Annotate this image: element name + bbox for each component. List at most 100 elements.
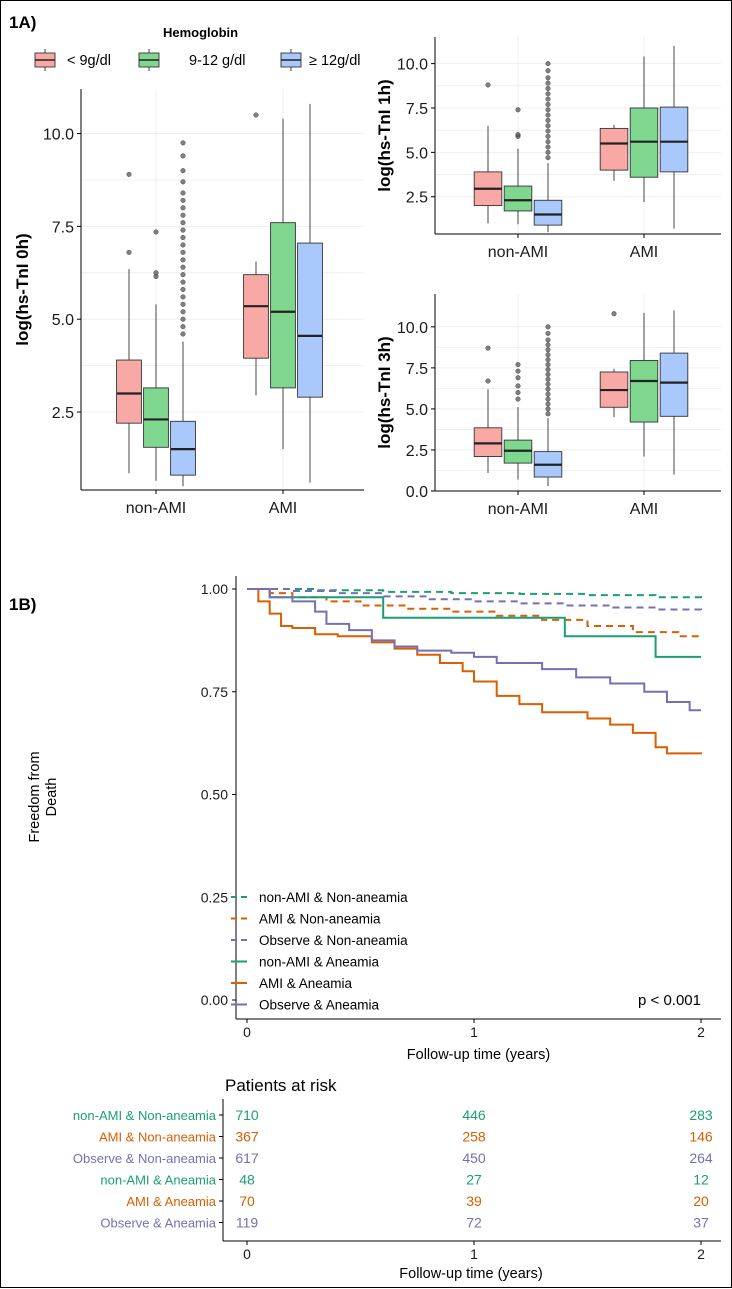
y-tick-label: 0.50: [201, 787, 228, 803]
outlier-point: [545, 362, 551, 368]
risk-x-tick-label: 0: [243, 1246, 251, 1262]
outlier-point: [545, 406, 551, 412]
box-non-AMI-0: [473, 82, 503, 224]
legend-label: Observe & Non-aneamia: [259, 933, 408, 948]
x-tick-label: AMI: [630, 501, 658, 518]
boxplot-tni-3h: 0.0 2.5 5.0 7.5 10.0 non-AMI AMI log(hs-TnI 3h): [375, 294, 721, 518]
survival-chart: 0.00 0.25 0.50 0.75 1.00 0 1 2 Follow-up time (y…: [27, 576, 721, 1063]
outlier-point: [515, 368, 521, 374]
box-AMI-0: [599, 311, 629, 418]
box-non-AMI-2: [533, 324, 563, 487]
outlier-point: [545, 381, 551, 387]
y-axis-label: Freedom fromDeath: [27, 751, 60, 842]
risk-count: 710: [235, 1107, 259, 1123]
outlier-point: [180, 153, 186, 159]
risk-count: 258: [462, 1129, 486, 1145]
legend-item: ≥ 12g/dl: [280, 49, 361, 71]
survival-curve-4: [247, 588, 702, 755]
outlier-point: [180, 331, 186, 337]
box-AMI-1: [629, 56, 659, 203]
x-tick-label: 1: [470, 1024, 478, 1040]
box-iqr: [599, 127, 629, 171]
risk-count: 20: [693, 1193, 709, 1209]
outlier-point: [126, 249, 132, 255]
y-tick-label: 7.5: [406, 361, 428, 378]
outlier-point: [153, 270, 159, 276]
survival-curve-5: [247, 588, 701, 712]
risk-x-axis-label: Follow-up time (years): [399, 1266, 542, 1282]
outlier-point: [180, 212, 186, 218]
risk-count: 146: [689, 1129, 713, 1145]
legend-label: < 9g/dl: [67, 53, 111, 69]
legend-title: Hemoglobin: [163, 25, 238, 40]
y-tick-label: 7.5: [52, 219, 74, 236]
risk-count: 70: [239, 1193, 255, 1209]
outlier-point: [485, 378, 491, 384]
outlier-point: [545, 128, 551, 134]
box-AMI-1: [629, 312, 659, 457]
legend-label: Observe & Aneamia: [259, 998, 380, 1013]
box-iqr: [243, 274, 269, 359]
box-non-AMI-2: [533, 61, 563, 233]
risk-row-label: AMI & Non-aneamia: [99, 1130, 217, 1145]
box-AMI-0: [243, 112, 269, 396]
risk-count: 48: [239, 1172, 255, 1188]
outlier-point: [180, 294, 186, 300]
outlier-point: [545, 352, 551, 358]
legend-hemoglobin: Hemoglobin < 9g/dl 9-12 g/dl ≥ 12g/dl: [34, 25, 361, 71]
outlier-point: [180, 205, 186, 211]
legend-label: AMI & Aneamia: [259, 976, 353, 991]
x-tick-label: AMI: [630, 244, 658, 261]
outlier-point: [180, 309, 186, 315]
y-tick-label: 2.5: [406, 443, 428, 460]
box-iqr: [659, 352, 689, 417]
outlier-point: [545, 347, 551, 353]
risk-row-label: Observe & Non-aneamia: [73, 1151, 217, 1166]
outlier-point: [545, 324, 551, 330]
outlier-point: [515, 362, 521, 368]
outlier-point: [545, 80, 551, 86]
risk-count: 12: [693, 1172, 709, 1188]
outlier-point: [180, 264, 186, 270]
outlier-point: [611, 311, 617, 317]
outlier-point: [180, 249, 186, 255]
outlier-point: [180, 179, 186, 185]
boxplot-tni-0h: 2.5 5.0 7.5 10.0 non-AMI AMI log(hs-TnI 0h): [13, 89, 364, 517]
outlier-point: [545, 386, 551, 392]
box-iqr: [297, 242, 323, 398]
box-non-AMI-1: [503, 107, 533, 225]
box-non-AMI-1: [143, 229, 169, 481]
legend-label: ≥ 12g/dl: [309, 53, 361, 69]
y-tick-label: 0.00: [201, 992, 228, 1008]
legend-label: 9-12 g/dl: [189, 53, 245, 69]
survival-curve-3: [247, 588, 701, 658]
outlier-point: [485, 82, 491, 88]
x-tick-label: 0: [243, 1024, 251, 1040]
outlier-point: [545, 68, 551, 74]
risk-x-tick-label: 2: [697, 1246, 705, 1262]
legend-label: non-AMI & Aneamia: [259, 955, 380, 970]
outlier-point: [545, 391, 551, 397]
outlier-point: [545, 133, 551, 139]
survival-curve-2: [247, 588, 702, 613]
x-tick-label: non-AMI: [488, 244, 548, 261]
x-axis-label: Follow-up time (years): [407, 1047, 550, 1063]
x-tick-label: non-AMI: [126, 500, 186, 517]
y-axis-label: log(hs-TnI 3h): [375, 336, 394, 448]
box-AMI-2: [297, 103, 323, 483]
outlier-point: [180, 279, 186, 285]
outlier-point: [485, 345, 491, 351]
panel-label-1a: 1A): [9, 13, 36, 32]
risk-count: 72: [466, 1215, 482, 1231]
outlier-point: [545, 112, 551, 118]
y-tick-label: 0.25: [201, 889, 228, 905]
box-non-AMI-1: [503, 362, 533, 480]
box-iqr: [503, 185, 533, 212]
outlier-point: [545, 107, 551, 113]
outlier-point: [126, 171, 132, 177]
legend-item: 9-12 g/dl: [138, 49, 245, 71]
outlier-point: [180, 257, 186, 263]
p-value-annotation: p < 0.001: [638, 992, 701, 1009]
